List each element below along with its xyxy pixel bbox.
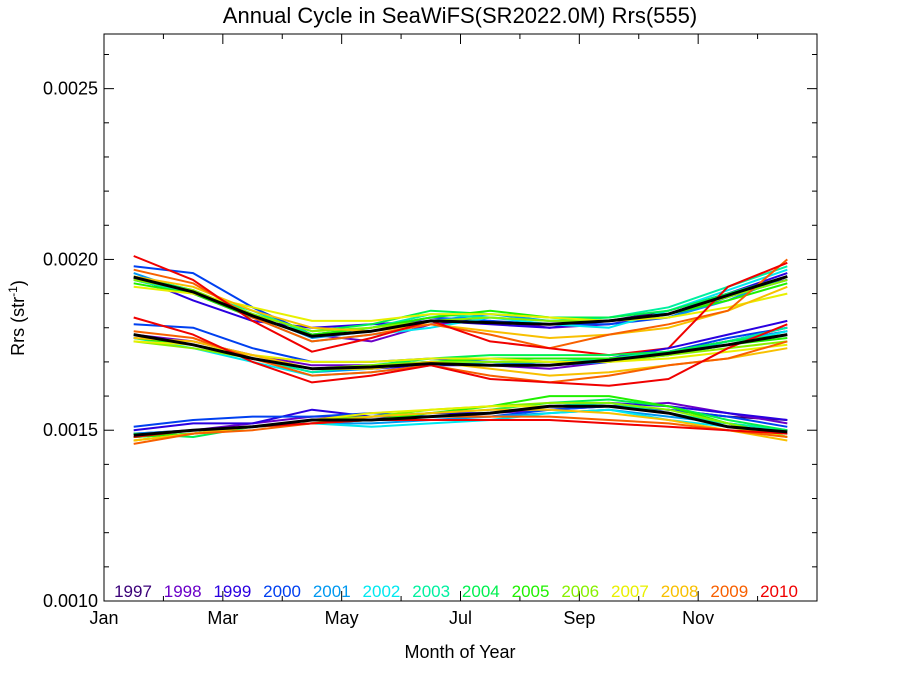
y-tick-label: 0.0025 [43,79,98,99]
x-tick-label: Sep [563,608,595,628]
x-tick-label: Mar [207,608,238,628]
y-tick-label: 0.0015 [43,420,98,440]
legend-year-2002: 2002 [363,582,401,601]
legend-year-2010: 2010 [760,582,798,601]
x-tick-label: Jul [449,608,472,628]
legend-year-2003: 2003 [412,582,450,601]
x-tick-label: Nov [682,608,714,628]
y-tick-label: 0.0010 [43,591,98,611]
legend-year-1997: 1997 [114,582,152,601]
legend-year-1998: 1998 [164,582,202,601]
climatology-line-3 [133,404,788,437]
climatology-line-2 [133,333,788,371]
legend-year-2001: 2001 [313,582,351,601]
y-axis-label: Rrs (str-1) [6,280,28,356]
y-axis-label-sup: -1 [6,286,20,297]
legend-year-1999: 1999 [213,582,251,601]
climatology-layer [133,275,788,437]
series-line-2008-high [133,275,788,339]
series-line-2010-high [133,255,788,357]
y-axis-label-main: Rrs (str [8,297,28,356]
series-line-2009-low [133,415,788,445]
y-axis: 0.0010 0.0015 0.0020 0.0025 [43,53,817,611]
series-line-2007-high [133,285,788,322]
legend-year-2005: 2005 [512,582,550,601]
y-tick-label: 0.0020 [43,249,98,269]
y-axis-label-end: ) [8,280,28,286]
legend-year-2004: 2004 [462,582,500,601]
x-axis: Jan Mar May Jul Sep Nov [89,34,818,628]
climatology-line-1 [133,275,788,338]
legend-year-2008: 2008 [661,582,699,601]
series-line-1999-low [133,401,788,432]
x-axis-label: Month of Year [404,642,515,662]
legend-year-2006: 2006 [561,582,599,601]
chart-title: Annual Cycle in SeaWiFS(SR2022.0M) Rrs(5… [223,3,697,28]
series-line-2003-high [133,265,788,336]
legend-year-2009: 2009 [710,582,748,601]
x-tick-label: Jan [89,608,118,628]
x-tick-label: May [325,608,359,628]
year-legend: 1997 1998 1999 2000 2001 2002 2003 2004 2005 2006… [114,582,798,601]
legend-year-2000: 2000 [263,582,301,601]
legend-year-2007: 2007 [611,582,649,601]
